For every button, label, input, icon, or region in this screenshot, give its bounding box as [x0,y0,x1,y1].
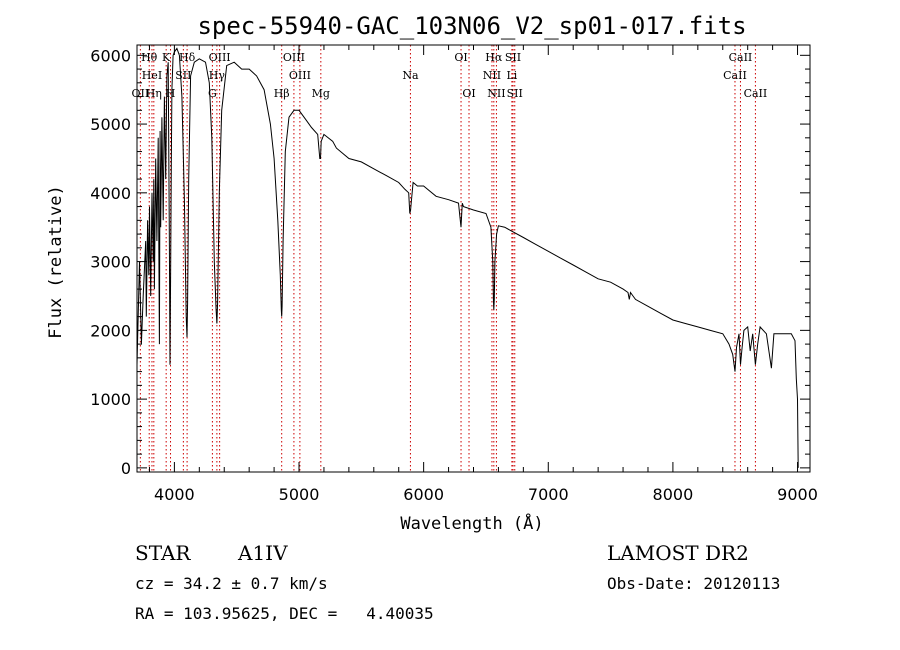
spectral-line-label: K [162,51,171,64]
spectral-line-label: Hδ [179,51,196,64]
spectral-line-label: OI [454,51,467,64]
spectral-line-label: CaII [744,87,768,100]
star-subclass: A1IV [238,541,288,565]
spectral-line-label: Hβ [274,87,290,100]
spectral-line-label: OIII [283,51,305,64]
y-tick-label: 5000 [90,115,131,134]
spectral-line-label: NII [483,69,501,82]
x-tick-label: 8000 [653,485,694,504]
spectral-line-label: G [208,87,217,100]
spectral-line-label: Hγ [209,69,226,82]
spectral-line-label: Hα [485,51,503,64]
y-axis: 0 1000 2000 3000 4000 5000 6000 [90,46,810,478]
spectral-line-label: H [166,87,176,100]
y-axis-label: Flux (relative) [46,185,66,339]
spectral-line-label: Hη [146,87,162,100]
x-axis: 4000 5000 6000 7000 8000 9000 [148,45,818,504]
star-type: STAR [135,541,191,565]
y-tick-label: 0 [121,459,131,478]
x-tick-label: 7000 [528,485,569,504]
spectrum-series-line [136,47,799,468]
spectral-line-label: Na [402,69,419,82]
spectral-line-label: SII [507,87,523,100]
y-tick-label: 1000 [90,390,131,409]
x-tick-label: 9000 [777,485,818,504]
spectral-line-label: OIII [289,69,311,82]
y-tick-label: 3000 [90,253,131,272]
y-tick-label: 6000 [90,46,131,65]
spectral-line-label: CaII [723,69,747,82]
x-axis-label: Wavelength (Å) [400,512,543,534]
spectral-line-labels: OIIHθHeIHηKSIIHHδHγGOIIIHβOIIIOIIIMgNaOI… [132,51,768,100]
spectral-line-label: Hθ [141,51,158,64]
spectral-line-label: OII [132,87,150,100]
obs-date: Obs-Date: 20120113 [607,574,781,593]
coordinates-readout: RA = 103.95625, DEC = 4.40035 [135,604,434,623]
y-tick-label: 2000 [90,321,131,340]
x-tick-label: 5000 [279,485,320,504]
x-tick-label: 6000 [403,485,444,504]
velocity-readout: cz = 34.2 ± 0.7 km/s [135,574,328,593]
spectral-line-label: NII [487,87,505,100]
plot-frame [136,44,811,473]
spectral-line-label: OI [462,87,475,100]
spectral-line-label: Li [506,69,517,82]
spectral-line-label: SII [505,51,521,64]
spectral-line-label: CaII [729,51,753,64]
survey-name: LAMOST DR2 [607,541,749,565]
spectral-line-label: SII [175,69,191,82]
spectral-line-label: OIII [209,51,231,64]
spectral-line-label: HeI [142,69,162,82]
spectral-line-markers [139,45,756,472]
y-tick-label: 4000 [90,184,131,203]
x-tick-label: 4000 [154,485,195,504]
spectral-line-label: Mg [312,87,330,100]
chart-title: spec-55940-GAC_103N06_V2_sp01-017.fits [197,12,746,40]
